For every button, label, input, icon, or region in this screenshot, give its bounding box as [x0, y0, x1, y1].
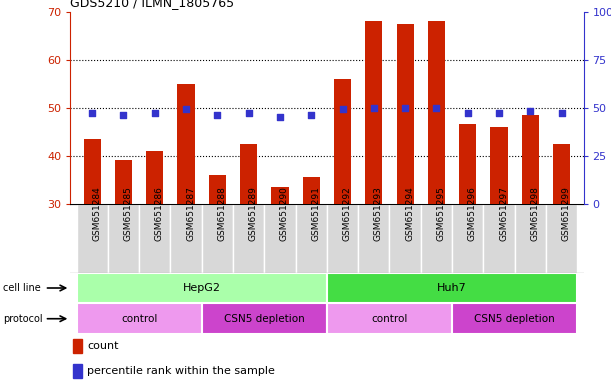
Point [400, 104, 410, 111]
FancyBboxPatch shape [139, 204, 170, 273]
Point [338, 106, 348, 113]
Text: HepG2: HepG2 [183, 283, 221, 293]
Bar [397, 23, 414, 204]
Text: GSM651287: GSM651287 [186, 187, 195, 241]
FancyBboxPatch shape [76, 204, 108, 273]
Text: GSM651293: GSM651293 [374, 187, 383, 241]
Text: GSM651296: GSM651296 [467, 187, 477, 241]
Bar [302, 177, 320, 204]
Bar [240, 144, 257, 204]
FancyBboxPatch shape [108, 204, 139, 273]
FancyBboxPatch shape [296, 204, 327, 273]
FancyBboxPatch shape [358, 204, 389, 273]
Text: percentile rank within the sample: percentile rank within the sample [87, 366, 275, 376]
Bar [522, 115, 539, 204]
FancyBboxPatch shape [514, 204, 546, 273]
Point [369, 104, 379, 111]
Text: GSM651284: GSM651284 [92, 187, 101, 241]
Text: protocol: protocol [3, 314, 43, 324]
Text: CSN5 depletion: CSN5 depletion [224, 314, 305, 324]
Point [557, 110, 566, 116]
Bar [491, 127, 508, 204]
Point [275, 114, 285, 120]
Bar [209, 175, 226, 204]
Bar [459, 124, 477, 204]
Text: control: control [371, 314, 408, 324]
FancyBboxPatch shape [389, 204, 421, 273]
Text: GSM651285: GSM651285 [123, 187, 133, 241]
Text: GSM651297: GSM651297 [499, 187, 508, 241]
FancyBboxPatch shape [546, 204, 577, 273]
Bar [146, 151, 163, 204]
Point [306, 112, 316, 118]
Bar [334, 79, 351, 204]
Point [213, 112, 222, 118]
Point [150, 110, 159, 116]
FancyBboxPatch shape [421, 204, 452, 273]
FancyBboxPatch shape [452, 303, 577, 334]
Text: GSM651299: GSM651299 [562, 187, 571, 241]
Text: CSN5 depletion: CSN5 depletion [474, 314, 555, 324]
Point [525, 108, 535, 114]
Text: GSM651294: GSM651294 [405, 187, 414, 241]
Text: Huh7: Huh7 [437, 283, 467, 293]
Point [87, 110, 97, 116]
FancyBboxPatch shape [202, 303, 327, 334]
Bar [177, 84, 195, 204]
Point [244, 110, 254, 116]
Bar [73, 364, 82, 378]
FancyBboxPatch shape [202, 204, 233, 273]
Point [463, 110, 472, 116]
Bar [365, 21, 382, 204]
Text: control: control [121, 314, 157, 324]
FancyBboxPatch shape [76, 303, 202, 334]
Bar [73, 339, 82, 353]
Text: GSM651289: GSM651289 [249, 187, 258, 241]
Bar [115, 161, 132, 204]
Text: cell line: cell line [3, 283, 41, 293]
Text: count: count [87, 341, 119, 351]
Text: GSM651286: GSM651286 [155, 187, 164, 241]
Point [431, 104, 441, 111]
Bar [84, 139, 101, 204]
FancyBboxPatch shape [483, 204, 514, 273]
FancyBboxPatch shape [170, 204, 202, 273]
Point [119, 112, 128, 118]
Text: GSM651298: GSM651298 [530, 187, 540, 241]
FancyBboxPatch shape [327, 273, 577, 303]
Text: GDS5210 / ILMN_1805765: GDS5210 / ILMN_1805765 [70, 0, 235, 9]
Bar [553, 144, 570, 204]
Text: GSM651295: GSM651295 [436, 187, 445, 241]
FancyBboxPatch shape [327, 303, 452, 334]
Text: GSM651292: GSM651292 [343, 187, 351, 241]
FancyBboxPatch shape [327, 204, 358, 273]
Point [494, 110, 504, 116]
Text: GSM651290: GSM651290 [280, 187, 289, 241]
FancyBboxPatch shape [452, 204, 483, 273]
Text: GSM651291: GSM651291 [311, 187, 320, 241]
FancyBboxPatch shape [265, 204, 296, 273]
Point [181, 106, 191, 113]
Bar [428, 21, 445, 204]
FancyBboxPatch shape [76, 273, 327, 303]
Text: GSM651288: GSM651288 [218, 187, 226, 241]
FancyBboxPatch shape [233, 204, 265, 273]
Bar [271, 187, 288, 204]
